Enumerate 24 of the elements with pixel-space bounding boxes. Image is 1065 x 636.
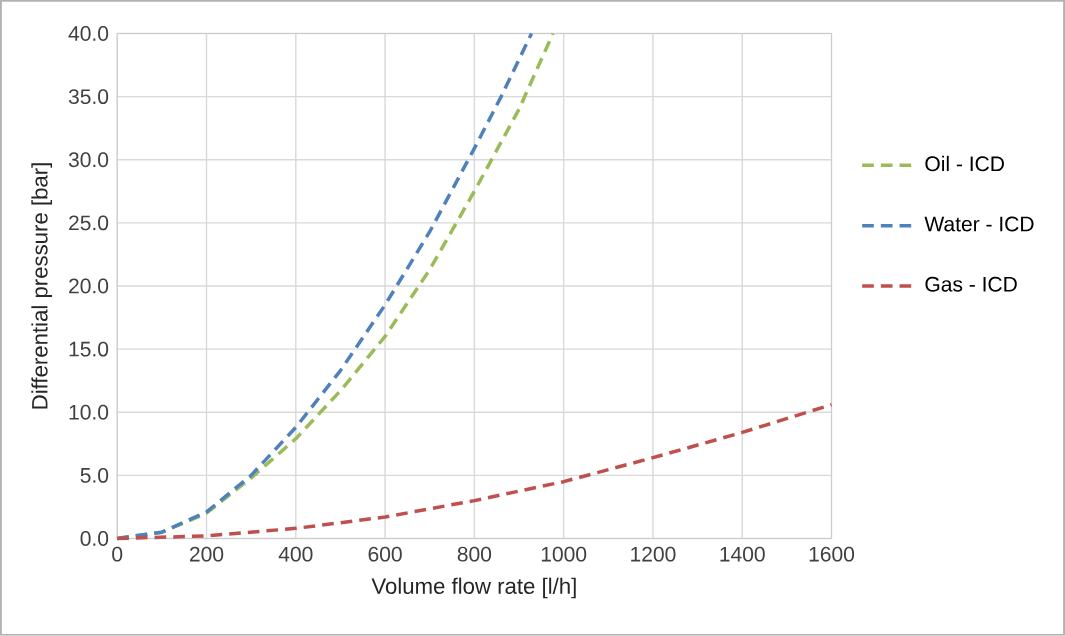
x-tick-label: 1600 — [809, 546, 855, 562]
x-tick-label: 600 — [368, 546, 402, 562]
line-series — [115, 403, 834, 541]
y-tick-label: 40.0 — [68, 26, 109, 42]
y-tick-label: 25.0 — [69, 215, 109, 231]
legend-label: Oil - ICD — [925, 155, 1004, 172]
x-tick-label: 1400 — [720, 546, 765, 562]
x-tick-label: 200 — [190, 546, 224, 562]
y-tick-label: 35.0 — [68, 89, 109, 105]
y-tick-label: 5.0 — [80, 468, 109, 483]
y-tick-label: 15.0 — [69, 341, 109, 357]
y-tick-label: 20.0 — [69, 278, 109, 294]
y-tick-label: 10.0 — [69, 404, 109, 420]
x-tick-label: 1000 — [541, 546, 587, 562]
y-axis-title: Differential pressure [bar] — [31, 163, 53, 409]
x-tick-label: 1200 — [631, 546, 676, 562]
y-tick-label: 0.0 — [80, 531, 109, 547]
legend-label: Gas - ICD — [925, 276, 1017, 292]
x-axis-title: Volume flow rate [l/h] — [371, 577, 576, 599]
x-tick-label: 400 — [278, 546, 313, 562]
x-tick-label: 0 — [112, 546, 123, 562]
x-tick-label: 800 — [457, 546, 492, 562]
y-tick-label: 30.0 — [68, 152, 109, 168]
legend-label: Water - ICD — [924, 216, 1034, 232]
